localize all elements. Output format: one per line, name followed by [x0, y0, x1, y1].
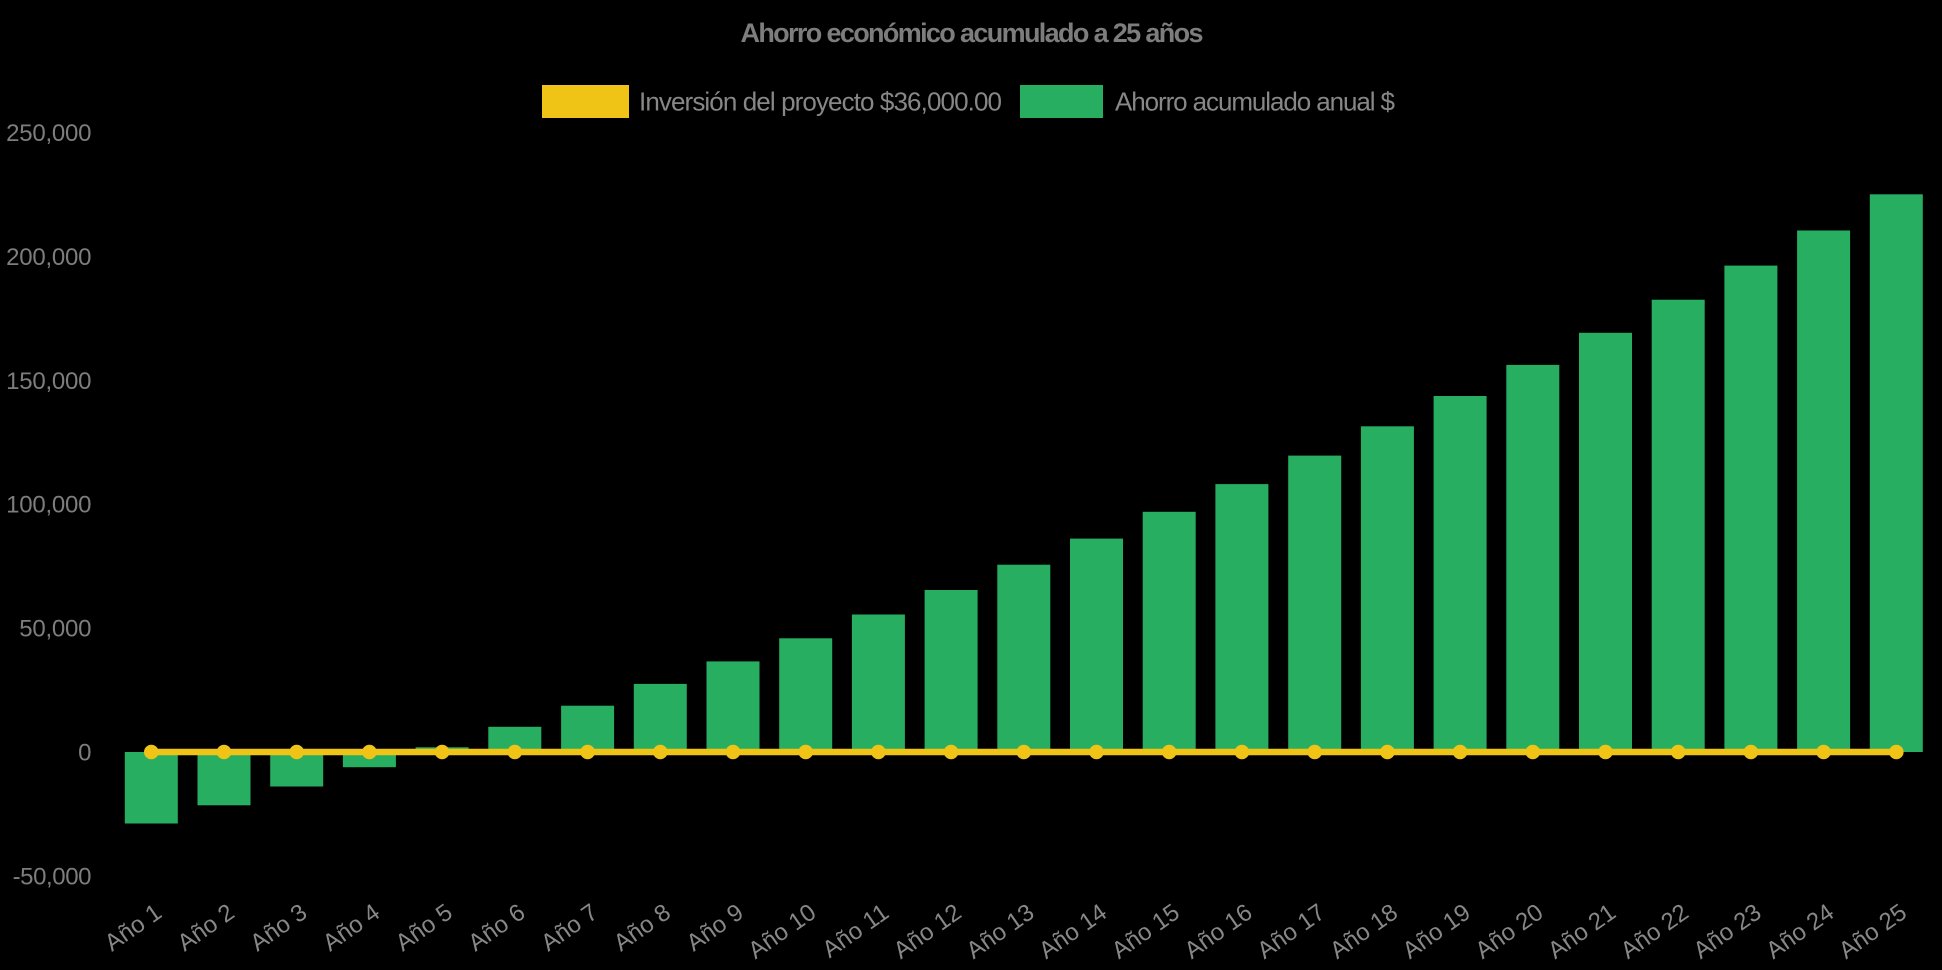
- svg-text:-50,000: -50,000: [13, 864, 92, 891]
- svg-text:200,000: 200,000: [6, 244, 91, 271]
- svg-text:Ahorro acumulado anual $: Ahorro acumulado anual $: [1115, 87, 1396, 117]
- svg-text:50,000: 50,000: [19, 616, 91, 643]
- svg-text:0: 0: [78, 740, 91, 767]
- svg-text:Inversión del proyecto $36,000: Inversión del proyecto $36,000.00: [639, 87, 1002, 117]
- svg-text:100,000: 100,000: [6, 492, 91, 519]
- svg-text:250,000: 250,000: [6, 120, 91, 147]
- svg-text:150,000: 150,000: [6, 368, 91, 395]
- svg-text:Ahorro económico acumulado a 2: Ahorro económico acumulado a 25 años: [741, 18, 1204, 48]
